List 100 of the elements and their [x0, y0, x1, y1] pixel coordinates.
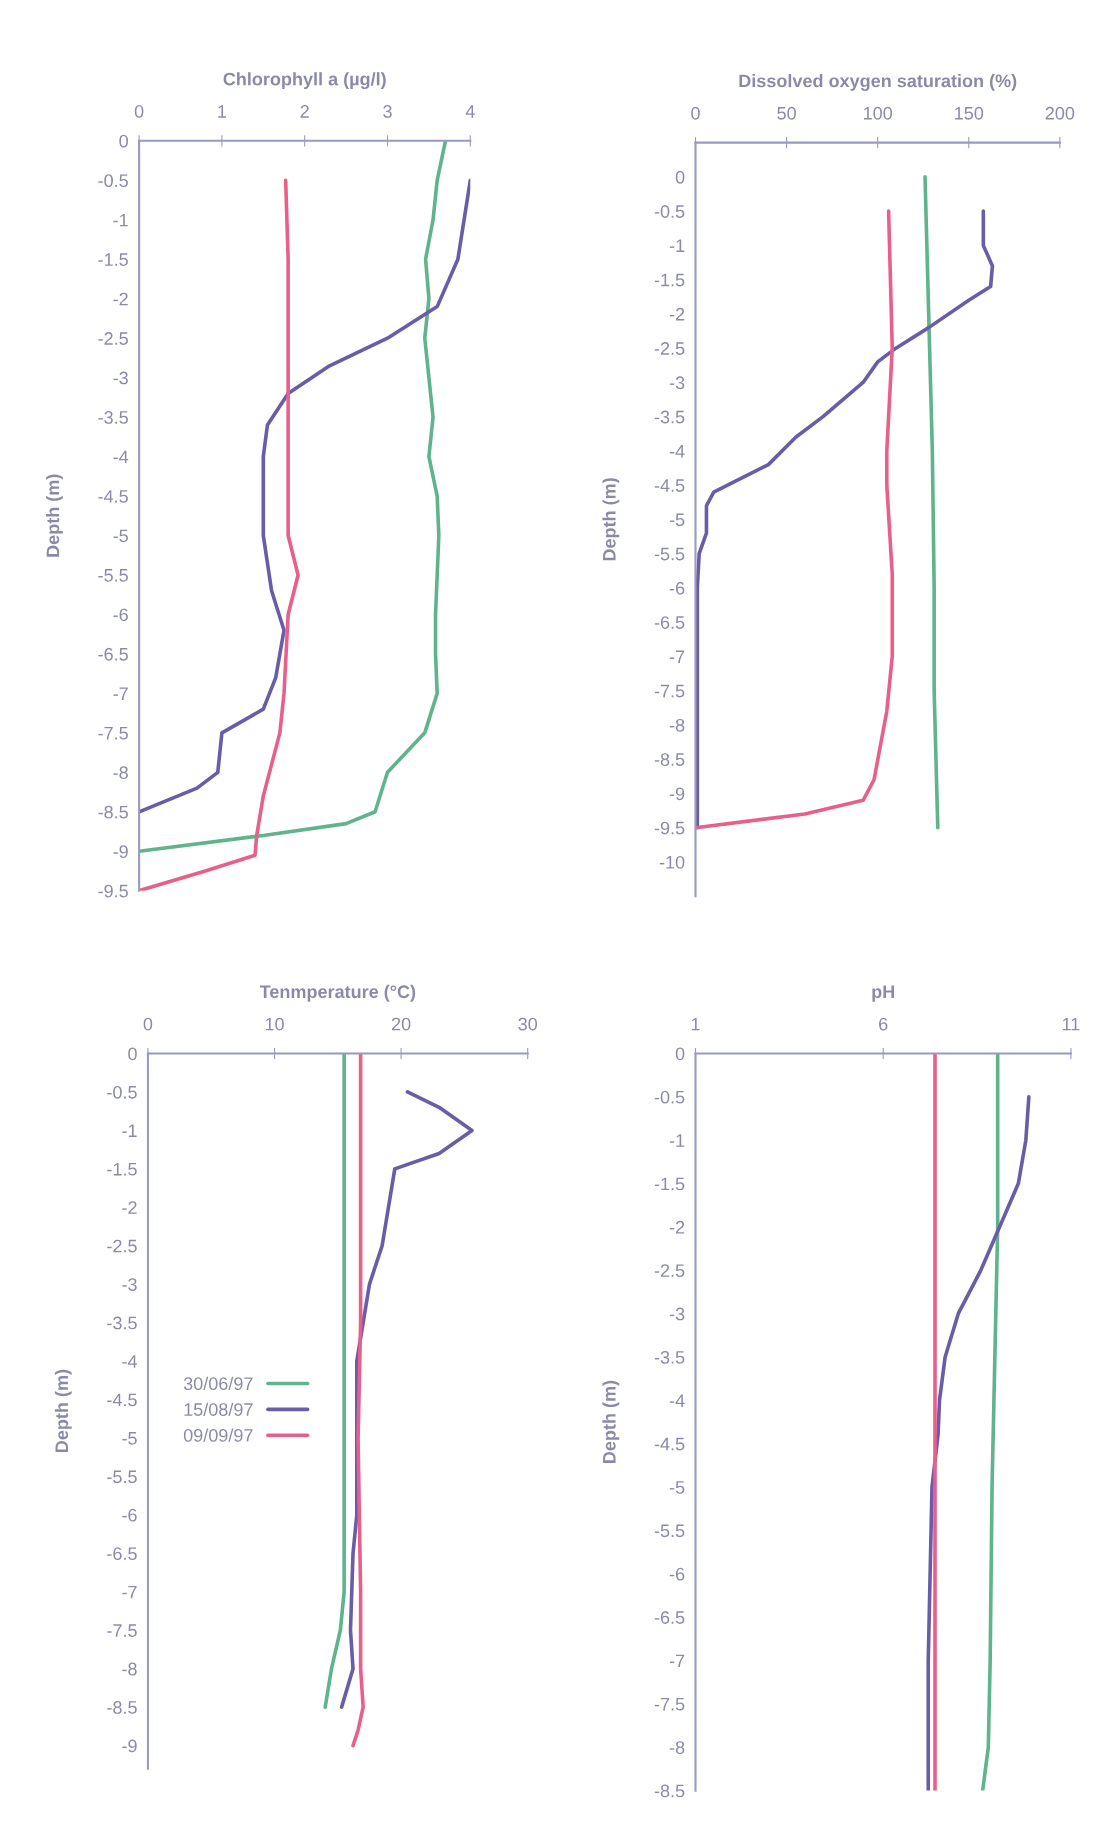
- y-tick-label: -5: [122, 1432, 137, 1445]
- y-tick-label: 0: [675, 1047, 685, 1061]
- y-tick-label: -5: [669, 513, 685, 527]
- y-tick-label: 0: [128, 1047, 137, 1061]
- y-tick-label: -7.5: [654, 1698, 685, 1711]
- y-axis-title: Depth (m): [602, 1380, 620, 1463]
- line-series: [323, 1053, 346, 1709]
- y-axis-title: Depth (m): [602, 478, 620, 561]
- y-tick-label: -3.5: [654, 410, 685, 424]
- x-tick-label: 50: [777, 106, 796, 120]
- y-tick-label: -9: [122, 1739, 137, 1753]
- y-tick-label: -7.5: [654, 684, 685, 698]
- line-series: [695, 209, 895, 830]
- y-tick-label: -5.5: [654, 1524, 685, 1538]
- y-tick-label: -2.5: [654, 1264, 685, 1278]
- line-series: [139, 178, 300, 891]
- y-tick-label: -3: [669, 376, 685, 390]
- y-tick-label: -5.5: [107, 1470, 137, 1484]
- line-series: [923, 175, 940, 830]
- legend-label: 30/06/97: [183, 1376, 253, 1391]
- y-tick-label: -7: [669, 650, 685, 663]
- x-tick-label: 150: [955, 106, 984, 120]
- line-series: [926, 1095, 1031, 1791]
- y-axis-title: Depth (m): [54, 1369, 72, 1452]
- x-tick-label: 11: [1062, 1017, 1080, 1031]
- y-tick-label: -8: [113, 766, 128, 780]
- y-tick-label: -2: [113, 292, 128, 306]
- y-tick-label: -5.5: [98, 569, 128, 582]
- y-tick-label: -6.5: [654, 616, 685, 629]
- y-tick-label: -8: [669, 718, 685, 732]
- x-tick-label: 30: [518, 1017, 538, 1031]
- y-tick-label: 0: [675, 170, 685, 184]
- chart-title: Dissolved oxygen saturation (%): [739, 74, 1017, 91]
- y-tick-label: -8: [122, 1662, 137, 1676]
- y-tick-label: -6.5: [654, 1611, 685, 1624]
- y-tick-label: -6: [113, 608, 128, 622]
- y-tick-label: -9: [113, 845, 128, 858]
- y-tick-label: -3: [669, 1307, 685, 1321]
- y-tick-label: -1.5: [654, 1177, 685, 1191]
- y-tick-label: -2.5: [654, 342, 685, 355]
- y-tick-label: -9: [669, 787, 685, 801]
- y-tick-label: -7.5: [107, 1624, 137, 1637]
- y-tick-label: -2: [122, 1201, 137, 1214]
- y-tick-label: -1.5: [98, 253, 128, 266]
- y-tick-label: -1: [122, 1124, 137, 1137]
- y-tick-label: -5: [669, 1481, 685, 1494]
- legend-label: 15/08/97: [184, 1402, 253, 1416]
- x-tick-label: 3: [383, 105, 392, 118]
- x-tick-label: 2: [300, 105, 309, 118]
- y-tick-label: -6.5: [107, 1547, 137, 1561]
- y-tick-label: -0.5: [654, 205, 685, 218]
- line-series: [351, 1053, 365, 1748]
- y-tick-label: -0.5: [98, 174, 128, 188]
- y-tick-label: -7.5: [98, 726, 128, 740]
- line-series: [139, 140, 448, 854]
- y-tick-label: -4.5: [98, 490, 128, 503]
- line-series: [339, 1090, 474, 1709]
- x-tick-label: 100: [864, 106, 893, 120]
- y-tick-label: -8.5: [107, 1701, 137, 1714]
- y-tick-label: -3: [113, 371, 128, 385]
- legend-label: 09/09/97: [183, 1428, 253, 1442]
- y-tick-label: -1.5: [107, 1162, 137, 1176]
- y-tick-label: -3.5: [654, 1350, 685, 1364]
- x-tick-label: 0: [691, 106, 700, 120]
- y-tick-label: -0.5: [654, 1090, 685, 1104]
- x-tick-label: 1: [691, 1017, 700, 1031]
- y-tick-label: -8.5: [98, 805, 128, 819]
- x-tick-label: 0: [143, 1017, 153, 1031]
- y-tick-label: -4: [669, 445, 685, 458]
- x-tick-label: 20: [391, 1017, 411, 1031]
- y-tick-label: 0: [119, 134, 128, 148]
- y-tick-label: -1.5: [654, 273, 685, 287]
- x-tick-label: 4: [465, 105, 475, 118]
- y-tick-label: -3.5: [98, 411, 128, 424]
- y-tick-label: -6.5: [98, 647, 128, 661]
- y-tick-label: -9.5: [98, 884, 128, 898]
- y-tick-label: -7: [113, 687, 128, 700]
- x-tick-label: 6: [879, 1017, 888, 1031]
- y-tick-label: -7: [122, 1585, 137, 1599]
- chart-title: pH: [872, 985, 895, 1002]
- y-tick-label: -2.5: [98, 332, 128, 345]
- line-series: [139, 178, 471, 814]
- x-tick-label: 10: [265, 1017, 284, 1031]
- y-tick-label: -1: [113, 213, 128, 227]
- y-tick-label: -8.5: [654, 1784, 685, 1798]
- chart-title: Chlorophyll a (µg/l): [223, 72, 386, 90]
- y-tick-label: -3: [122, 1278, 137, 1291]
- y-tick-label: -3.5: [107, 1316, 137, 1330]
- y-tick-label: -4: [669, 1394, 685, 1407]
- y-tick-label: -6: [669, 581, 685, 595]
- x-tick-label: 1: [218, 105, 227, 118]
- y-tick-label: -5: [113, 529, 128, 543]
- y-tick-label: -4.5: [654, 1437, 685, 1451]
- y-tick-label: -1: [669, 1134, 685, 1147]
- y-tick-label: -4: [122, 1355, 137, 1368]
- y-tick-label: -2.5: [107, 1239, 137, 1253]
- y-tick-label: -2: [669, 1220, 685, 1234]
- y-tick-label: -0.5: [107, 1085, 137, 1099]
- x-tick-label: 200: [1045, 106, 1075, 120]
- y-tick-label: -4.5: [654, 479, 685, 492]
